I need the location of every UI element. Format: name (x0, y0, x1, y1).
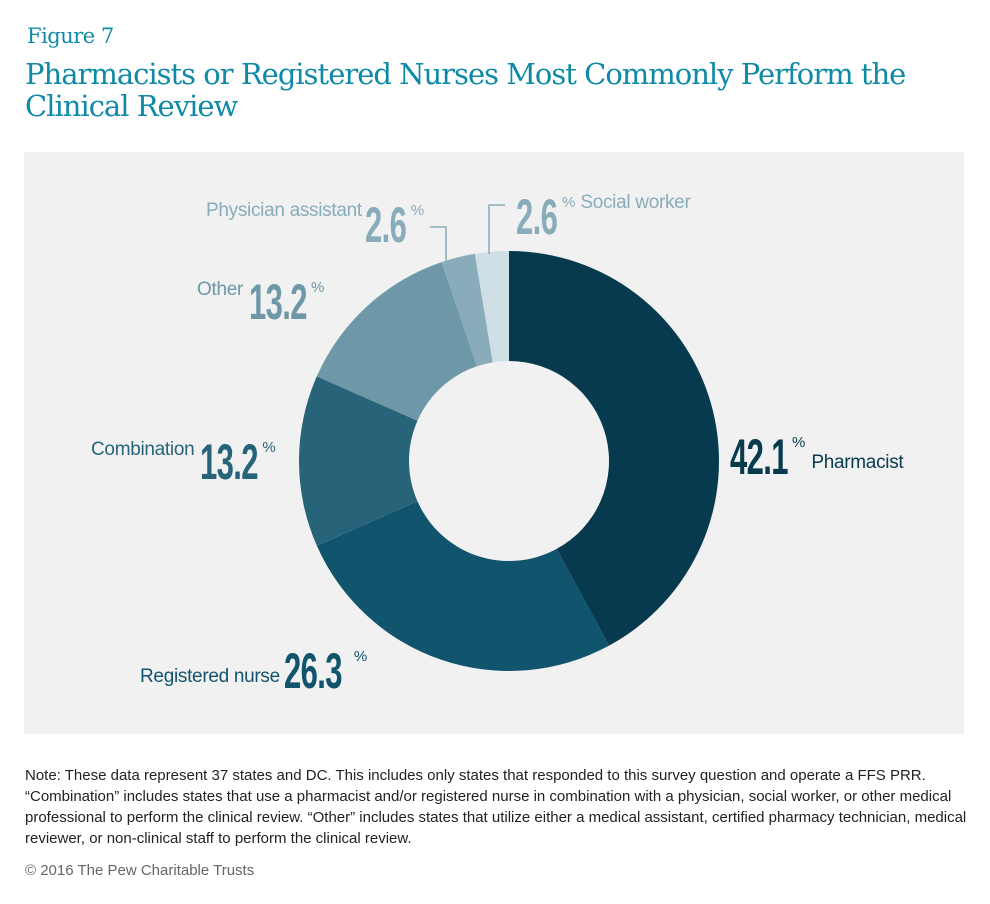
value: 13.2 (249, 274, 307, 330)
label-social-worker: 2.6% Social worker (516, 189, 691, 245)
label-physician-assistant: Physician assistant 2.6% (206, 200, 424, 250)
slice-physician-assistant (441, 253, 493, 367)
copyright: © 2016 The Pew Charitable Trusts (25, 862, 255, 879)
leader-social-worker (488, 204, 505, 254)
slice-combination (299, 376, 418, 546)
slice-other (316, 262, 477, 421)
label-registered-nurse: Registered nurse 26.3% (140, 646, 367, 696)
value: 2.6 (364, 197, 407, 253)
slice-registered-nurse (316, 501, 610, 671)
name: Social worker (580, 192, 691, 213)
slice-pharmacist (509, 251, 719, 646)
name: Registered nurse (140, 666, 280, 687)
name: Combination (91, 439, 195, 460)
figure-label: Figure 7 (27, 24, 114, 48)
chart-note: Note: These data represent 37 states and… (25, 767, 967, 847)
pct: % (410, 202, 425, 219)
value: 26.3 (283, 643, 342, 699)
pct: % (311, 279, 325, 296)
pct: % (262, 439, 276, 456)
value: 2.6 (516, 189, 558, 245)
chart-title: Pharmacists or Registered Nurses Most Co… (25, 57, 906, 123)
name: Other (197, 279, 244, 300)
slice-social-worker (474, 251, 509, 363)
label-other: Other 13.2% (197, 277, 324, 327)
value: 13.2 (200, 434, 259, 490)
value: 42.1 (730, 429, 788, 485)
pct: % (353, 648, 368, 665)
name: Physician assistant (206, 200, 362, 221)
leader-physician-assistant (430, 226, 447, 262)
pct: % (792, 434, 806, 451)
name: Pharmacist (811, 452, 904, 473)
label-combination: Combination 13.2% (91, 437, 276, 487)
pct: % (562, 194, 576, 211)
label-pharmacist: 42.1% Pharmacist (730, 429, 904, 485)
